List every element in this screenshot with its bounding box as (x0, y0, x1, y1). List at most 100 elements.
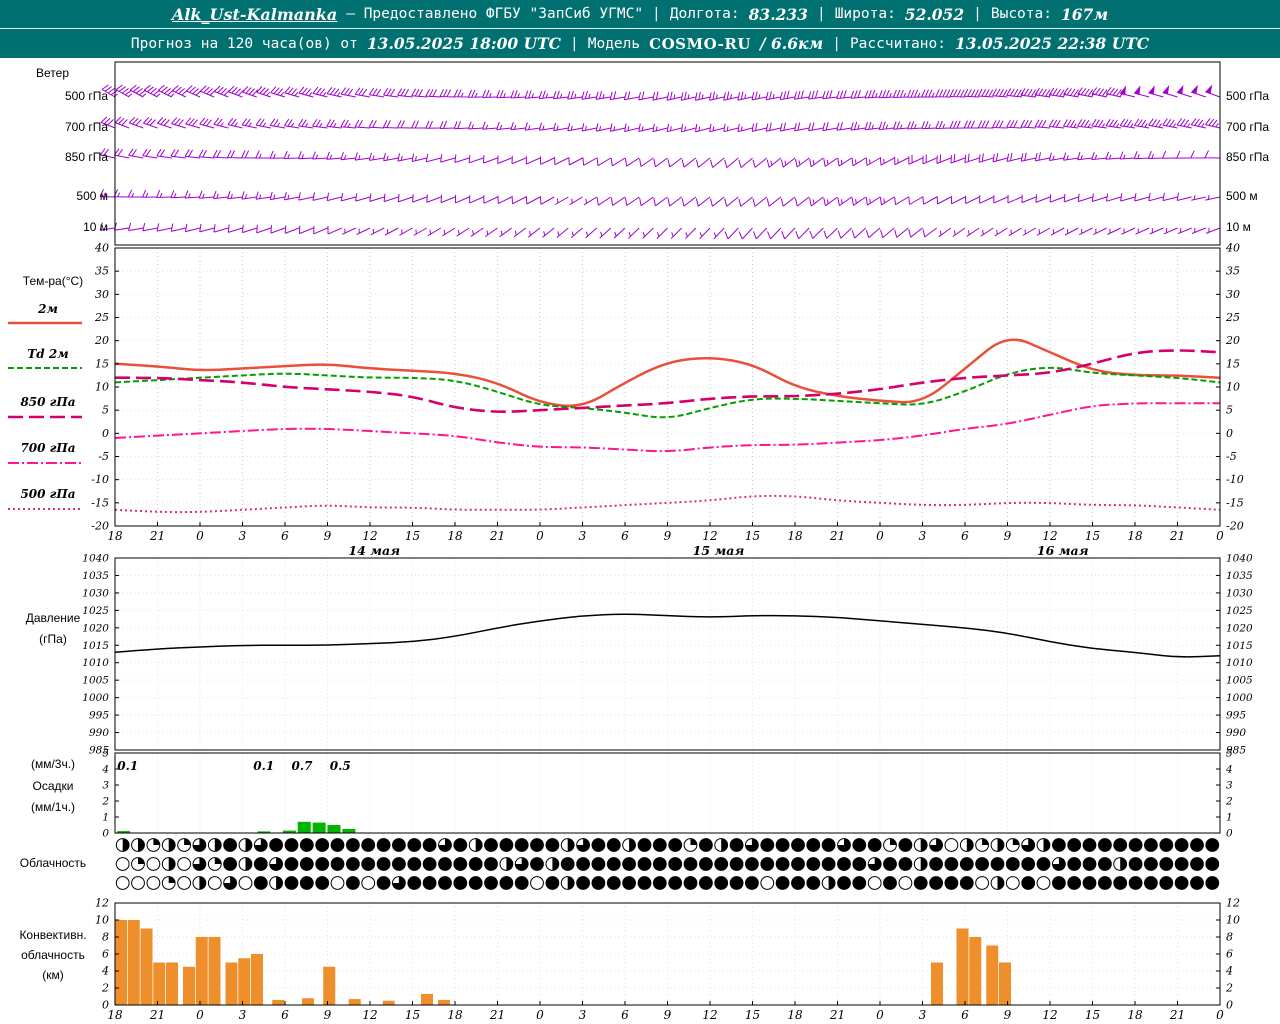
svg-text:3: 3 (102, 780, 109, 792)
svg-text:12: 12 (702, 1008, 717, 1022)
svg-text:9: 9 (324, 529, 332, 543)
svg-text:0.7: 0.7 (292, 759, 314, 773)
svg-text:15: 15 (405, 529, 420, 543)
pressure-layer (114, 613, 1221, 658)
svg-text:21: 21 (1169, 529, 1185, 543)
latitude-label: Широта: (834, 6, 896, 22)
svg-text:2: 2 (1225, 982, 1233, 995)
svg-text:3: 3 (239, 1008, 247, 1022)
svg-text:-5: -5 (98, 450, 109, 463)
svg-text:9: 9 (324, 1008, 332, 1022)
svg-text:2: 2 (101, 796, 109, 808)
svg-text:40: 40 (94, 242, 109, 255)
svg-text:18: 18 (107, 1008, 123, 1022)
svg-text:21: 21 (149, 1008, 165, 1022)
svg-text:18: 18 (447, 529, 463, 543)
wind-layer (99, 84, 1221, 240)
svg-text:1015: 1015 (82, 640, 109, 652)
svg-text:21: 21 (489, 529, 505, 543)
svg-text:1020: 1020 (82, 622, 109, 634)
model-name: COSMO-RU (649, 34, 751, 53)
svg-text:-10: -10 (1226, 473, 1244, 486)
model-resolution: / 6.6км (759, 34, 824, 53)
svg-text:21: 21 (489, 1008, 505, 1022)
wind-level-label-500m-right: 500 м (1226, 189, 1258, 203)
svg-text:18: 18 (107, 529, 123, 543)
longitude-label: Долгота: (669, 6, 740, 22)
wind-level-label-500hpa: 500 гПа (64, 89, 108, 103)
svg-text:10: 10 (95, 381, 109, 394)
svg-text:3: 3 (919, 529, 927, 543)
svg-text:1035: 1035 (82, 570, 109, 582)
svg-text:0: 0 (536, 1008, 544, 1022)
svg-text:0: 0 (1216, 529, 1224, 543)
svg-text:0: 0 (102, 427, 109, 440)
svg-text:1010: 1010 (82, 657, 109, 669)
pressure-panel-title: Давление (25, 611, 81, 625)
wind-level-label-500hpa-right: 500 гПа (1226, 89, 1270, 103)
svg-text:0: 0 (876, 1008, 884, 1022)
svg-text:5: 5 (1226, 748, 1233, 760)
wind-level-label-700hpa-right: 700 гПа (1226, 120, 1270, 134)
cloud-layer (115, 838, 1220, 890)
svg-text:1035: 1035 (1226, 570, 1253, 582)
svg-text:0: 0 (536, 529, 544, 543)
svg-text:-20: -20 (1226, 520, 1244, 533)
svg-text:6: 6 (281, 1008, 289, 1022)
svg-text:995: 995 (1226, 710, 1246, 722)
calc-label: Рассчитано: (849, 35, 946, 52)
svg-text:1: 1 (1226, 812, 1233, 824)
forecast-time: 13.05.2025 18:00 UTC (366, 34, 561, 53)
svg-text:0: 0 (1226, 828, 1233, 840)
svg-text:995: 995 (89, 710, 109, 722)
svg-text:6: 6 (102, 948, 109, 961)
svg-text:1005: 1005 (1226, 675, 1253, 687)
wind-level-label-10m: 10 м (83, 220, 108, 234)
svg-text:16 мая: 16 мая (1037, 543, 1089, 558)
svg-text:1030: 1030 (82, 587, 109, 599)
station-name: Alk_Ust-Kalmanka (171, 4, 338, 24)
svg-text:1000: 1000 (1226, 692, 1253, 704)
wind-level-label-500m: 500 м (76, 189, 108, 203)
svg-text:14 мая: 14 мая (348, 543, 400, 558)
wind-level-label-850hpa: 850 гПа (64, 150, 108, 164)
svg-text:12: 12 (362, 529, 377, 543)
convective-title-1: Конвективн. (19, 928, 87, 942)
svg-text:0: 0 (1226, 999, 1233, 1012)
svg-text:985: 985 (1226, 745, 1246, 757)
svg-text:25: 25 (94, 311, 109, 324)
svg-text:12: 12 (362, 1008, 377, 1022)
svg-text:15: 15 (1226, 357, 1240, 370)
svg-text:15: 15 (1085, 1008, 1100, 1022)
svg-text:15: 15 (405, 1008, 420, 1022)
svg-text:0.1: 0.1 (117, 759, 138, 773)
svg-text:15: 15 (1085, 529, 1100, 543)
svg-text:1025: 1025 (82, 605, 109, 617)
svg-text:6: 6 (281, 529, 289, 543)
svg-text:4: 4 (1225, 764, 1233, 776)
svg-text:1010: 1010 (1226, 657, 1253, 669)
svg-text:40: 40 (1225, 242, 1240, 255)
svg-text:9: 9 (664, 1008, 672, 1022)
svg-text:4: 4 (101, 965, 109, 978)
wind-panel-title: Ветер (36, 66, 69, 80)
svg-text:35: 35 (95, 265, 109, 278)
wind-level-label-850hpa-right: 850 гПа (1226, 150, 1270, 164)
svg-text:3: 3 (919, 1008, 927, 1022)
svg-text:3: 3 (579, 529, 587, 543)
altitude-value: 167м (1060, 4, 1109, 24)
svg-text:990: 990 (89, 727, 109, 739)
svg-text:1020: 1020 (1226, 622, 1253, 634)
separator: | (832, 35, 841, 52)
separator: | (652, 6, 661, 22)
svg-text:0: 0 (1226, 427, 1233, 440)
model-label: Модель (587, 35, 641, 52)
legend-label-t2m: 2м (38, 302, 58, 316)
wind-level-label-700hpa: 700 гПа (64, 120, 108, 134)
provider-text: — Предоставлено ФГБУ "ЗапСиб УГМС" (346, 6, 644, 22)
svg-text:-15: -15 (91, 496, 109, 509)
legend-label-t500: 500 гПа (20, 487, 76, 501)
svg-text:15: 15 (745, 529, 760, 543)
altitude-label: Высота: (990, 6, 1052, 22)
